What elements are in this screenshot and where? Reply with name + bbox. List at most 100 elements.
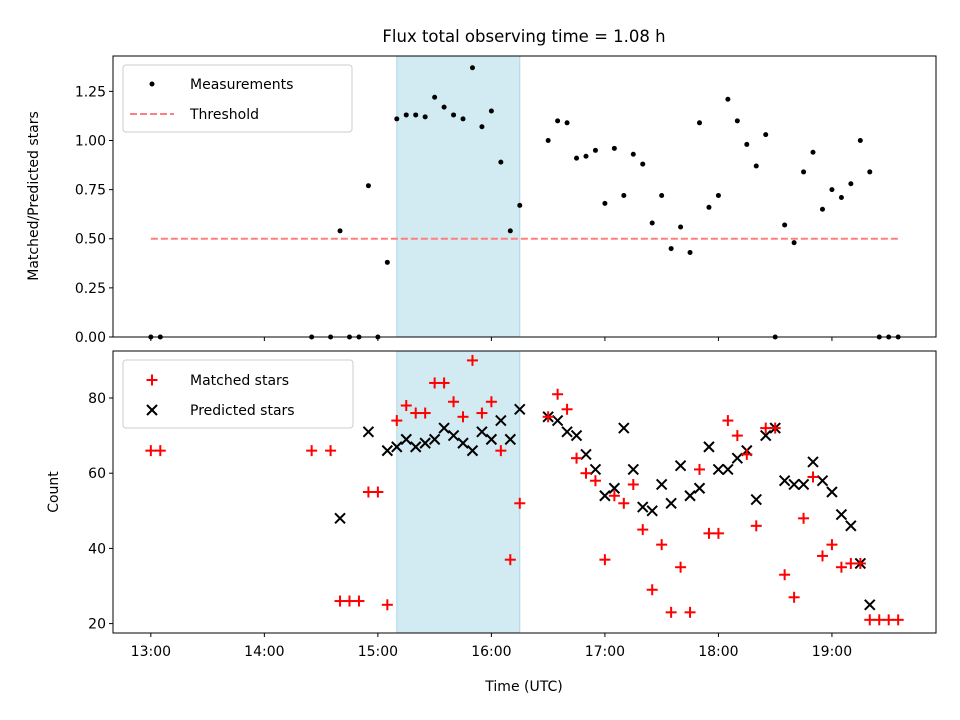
predicted-star-point — [391, 441, 403, 453]
matched-star-point — [410, 407, 422, 419]
legend-predicted-x-b — [146, 404, 158, 416]
measurement-point — [574, 155, 580, 161]
predicted-star-point-b — [381, 444, 394, 457]
matched-star-point — [618, 497, 630, 509]
predicted-star-point-b — [580, 448, 592, 461]
predicted-star-point-b — [665, 497, 677, 509]
matched-star-point — [779, 569, 791, 581]
top-x-ticks — [150, 337, 833, 341]
measurement-point — [413, 112, 419, 118]
predicted-star-point-b — [608, 482, 621, 494]
predicted-star-point — [703, 441, 715, 453]
predicted-star-point — [608, 482, 621, 494]
measurement-point — [517, 202, 523, 208]
measurement-point — [621, 193, 627, 199]
top-legend: Measurements Threshold — [122, 64, 353, 133]
predicted-star-point — [693, 482, 706, 494]
predicted-star-point-b — [712, 463, 725, 476]
predicted-star-point-b — [514, 403, 526, 415]
bottom-y-tick-label: 60 — [88, 466, 106, 482]
top-panel: 0.00 0.25 0.50 0.75 1.00 1.25 Flux total obse… — [26, 27, 937, 346]
predicted-star-point — [476, 426, 488, 438]
bottom-x-tick-label: 17:00 — [585, 644, 625, 660]
predicted-star-point-b — [627, 463, 639, 476]
predicted-star-point — [646, 505, 658, 517]
measurement-point — [867, 169, 873, 175]
matched-star-point — [731, 430, 743, 442]
predicted-star-point-b — [551, 414, 564, 427]
legend-matched-marker — [146, 374, 158, 386]
top-y-tick-label: 0.25 — [75, 281, 106, 297]
matched-star-point — [580, 467, 592, 479]
predicted-star-point-b — [476, 426, 488, 438]
legend-predicted-x — [146, 404, 158, 416]
predicted-star-point-b — [637, 501, 649, 513]
bottom-x-tick-label: 19:00 — [812, 644, 852, 660]
matched-star-point — [552, 388, 564, 400]
bottom-x-ticks: 13:00 14:00 15:00 16:00 17:00 18:00 19:00 — [131, 633, 852, 660]
predicted-star-point — [447, 429, 460, 442]
predicted-star-point — [665, 497, 677, 509]
matched-star-point — [448, 396, 460, 408]
predicted-star-point-b — [864, 599, 876, 611]
matched-star-point — [504, 554, 516, 566]
matched-star-point — [883, 614, 895, 626]
measurement-point — [432, 94, 438, 100]
measurement-point — [668, 246, 674, 252]
predicted-star-point-b — [684, 490, 696, 502]
matched-star-point — [391, 415, 403, 427]
top-y-ticks: 0.00 0.25 0.50 0.75 1.00 1.25 — [75, 84, 113, 346]
measurement-point — [602, 200, 608, 206]
matched-star-point — [798, 512, 810, 524]
matched-star-point — [542, 411, 554, 423]
matched-star-point — [864, 614, 876, 626]
predicted-star-point — [618, 422, 630, 434]
predicted-star-point — [438, 422, 450, 434]
matched-star-point — [334, 595, 346, 607]
predicted-star-point-b — [816, 475, 829, 487]
measurement-point — [403, 112, 409, 118]
matched-star-point — [325, 445, 337, 457]
measurement-point — [611, 145, 617, 151]
predicted-star-point — [712, 463, 725, 476]
top-data-points — [148, 65, 901, 340]
predicted-star-point-b — [618, 422, 630, 434]
top-y-tick-label: 0.00 — [75, 330, 106, 346]
matched-star-point — [760, 422, 772, 434]
top-highlight-span — [396, 55, 521, 338]
matched-star-point — [675, 561, 687, 573]
predicted-star-point — [410, 441, 422, 453]
predicted-star-point — [504, 433, 517, 446]
x-axis-label: Time (UTC) — [484, 679, 562, 695]
matched-star-point — [362, 486, 374, 498]
predicted-star-point — [551, 414, 564, 427]
predicted-star-point-b — [438, 422, 450, 434]
matched-star-point — [807, 471, 819, 483]
predicted-star-point — [655, 478, 668, 491]
top-y-tick-label: 0.75 — [75, 183, 106, 199]
predicted-star-point-b — [447, 429, 460, 442]
top-y-axis-label: Matched/Predicted stars — [26, 111, 42, 281]
measurement-point — [479, 124, 485, 130]
bottom-legend: Matched stars Predicted stars — [122, 359, 354, 429]
matched-star-point — [381, 599, 393, 611]
matched-star-point — [627, 478, 639, 490]
measurement-point — [744, 141, 750, 147]
predicted-star-point — [797, 478, 810, 491]
top-legend-box — [122, 64, 353, 133]
matched-star-point — [514, 497, 526, 509]
bottom-x-tick-label: 15:00 — [358, 644, 398, 660]
matched-star-point — [154, 445, 166, 457]
bottom-x-tick-label: 13:00 — [131, 644, 171, 660]
predicted-star-point-b — [495, 414, 507, 427]
matched-star-point — [571, 452, 583, 464]
chart-title: Flux total observing time = 1.08 h — [382, 27, 665, 46]
measurement-point — [819, 206, 825, 212]
measurement-point — [394, 116, 400, 122]
measurement-point — [498, 159, 504, 165]
measurement-point — [715, 193, 721, 199]
bottom-highlight-span — [396, 350, 521, 634]
measurement-point — [649, 220, 655, 226]
matched-star-point — [750, 520, 762, 532]
